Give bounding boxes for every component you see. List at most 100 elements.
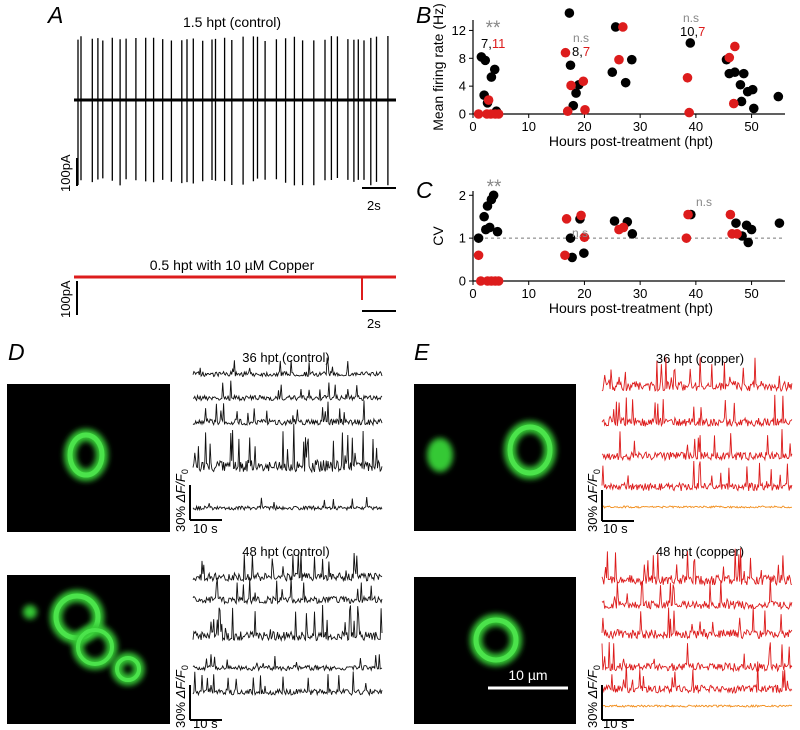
cell-ring-core	[115, 656, 141, 682]
copper-point	[579, 232, 590, 243]
scale-y-var: ΔF/F	[585, 473, 600, 503]
cell-ring-core	[507, 424, 553, 476]
control-calcium-trace	[192, 671, 383, 697]
control-point	[747, 84, 758, 95]
copper-point	[614, 54, 624, 65]
control-calcium-trace	[192, 604, 383, 643]
copper-point	[483, 95, 494, 105]
copper-calcium-trace	[601, 357, 793, 392]
copper-point	[730, 41, 740, 52]
scale-y-pct: 30%	[173, 502, 188, 532]
control-point	[736, 96, 747, 107]
cell-ring-core	[76, 628, 114, 666]
control-point	[567, 252, 577, 263]
n1-copper: 11	[492, 36, 506, 51]
panel-a-bottom-scale-y-label: 100pA	[58, 280, 73, 318]
scale-y-sub: 0	[180, 665, 190, 670]
control-point	[735, 79, 746, 90]
scale-y-pct: 30%	[173, 698, 188, 728]
control-point	[773, 91, 784, 102]
control-point	[743, 237, 754, 248]
x-axis-label: Hours post-treatment (hpt)	[549, 133, 713, 149]
control-point	[486, 72, 497, 82]
control-point	[607, 67, 618, 78]
x-tick-label: 30	[633, 119, 647, 134]
copper-point	[618, 22, 628, 32]
scale-y-pct: 30%	[585, 698, 600, 728]
x-tick-label: 10	[521, 286, 535, 301]
panel-c-ns-label-1: n.s	[572, 226, 588, 240]
control-calcium-trace	[192, 654, 383, 672]
panel-b-ns-label-2: n.s	[683, 11, 699, 25]
control-point	[488, 190, 499, 201]
y-tick-label: 8	[459, 51, 466, 66]
scale-bar-label: 10 µm	[508, 667, 547, 683]
control-point	[610, 22, 621, 32]
scale-y-var: ΔF/F	[173, 473, 188, 503]
panel-d-cell-image-48	[7, 575, 170, 724]
x-tick-label: 0	[469, 286, 476, 301]
control-calcium-trace	[192, 357, 383, 378]
copper-point	[473, 109, 484, 119]
panel-a-top-title: 1.5 hpt (control)	[183, 14, 281, 30]
control-point	[731, 218, 741, 228]
silent-calcium-trace	[601, 505, 793, 509]
scale-y-sub: 0	[180, 469, 190, 474]
scale-y-var: ΔF/F	[585, 669, 600, 699]
panel-b-n-group-2: 8,7	[572, 44, 590, 59]
panel-d-scale-y-label-2: 30% ΔF/F0	[173, 665, 190, 728]
panel-a-bottom-title: 0.5 hpt with 10 µM Copper	[150, 257, 315, 273]
panel-d: D 36 hpt (control) 48 hpt (control) 30% …	[7, 339, 383, 730]
x-tick-label: 20	[577, 286, 591, 301]
control-point	[579, 248, 589, 258]
copper-point	[560, 47, 571, 58]
panel-c-label: C	[416, 177, 433, 203]
panel-e-scale-y-label-1: 30% ΔF/F0	[585, 469, 602, 532]
control-point	[774, 218, 785, 228]
control-point	[565, 60, 576, 71]
control-point	[627, 229, 638, 239]
copper-point	[560, 250, 570, 261]
control-point	[626, 54, 637, 65]
image-background	[414, 577, 576, 724]
copper-point	[561, 214, 572, 224]
y-axis-label: CV	[430, 226, 446, 246]
y-tick-label: 1	[459, 231, 466, 246]
panel-d-cell-image-36	[7, 384, 170, 532]
control-point	[571, 88, 581, 98]
panel-c-ns-label-2: n.s	[696, 195, 712, 209]
panel-d-scale-x-label-2: 10 s	[193, 716, 218, 730]
x-tick-label: 40	[689, 119, 703, 134]
scale-y-sub: 0	[592, 469, 602, 474]
panel-b-n-group-3: 10,7	[680, 24, 705, 39]
control-point	[738, 68, 749, 79]
panel-a-label: A	[46, 2, 63, 28]
control-point	[620, 77, 631, 88]
control-point	[473, 233, 484, 243]
copper-calcium-trace	[601, 606, 793, 641]
cell-ring-core	[67, 432, 105, 478]
panel-e-title-48: 48 hpt (copper)	[656, 544, 744, 559]
panel-b-ns-label-1: n.s	[573, 31, 589, 45]
control-calcium-trace	[192, 423, 383, 474]
scale-y-var: ΔF/F	[173, 669, 188, 699]
control-calcium-trace	[192, 552, 383, 583]
panel-b: B 0 10 20 30 40 50 0 4 8 12 Hours post-treatment (…	[416, 2, 785, 149]
control-point	[565, 233, 576, 243]
panel-e-calcium-traces	[601, 357, 793, 708]
control-point	[492, 226, 503, 237]
control-point	[480, 55, 491, 66]
copper-point	[580, 105, 590, 115]
scale-y-sub: 0	[592, 665, 602, 670]
x-tick-label: 20	[577, 119, 591, 134]
copper-point	[473, 250, 484, 261]
panel-c-significance-stars: **	[487, 177, 502, 198]
panel-e: E 36 hpt (copper) 48 hpt (copper) 10 µm …	[414, 339, 793, 730]
panel-d-scale-y-label-1: 30% ΔF/F0	[173, 469, 190, 532]
control-point	[746, 224, 757, 235]
control-point	[484, 222, 495, 233]
copper-point	[618, 222, 629, 233]
control-point	[609, 216, 620, 226]
control-point	[479, 211, 489, 222]
